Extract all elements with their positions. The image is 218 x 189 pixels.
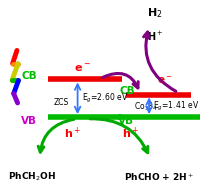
Text: E$_g$=1.41 eV: E$_g$=1.41 eV (153, 100, 200, 113)
Text: E$_g$=2.60 eV: E$_g$=2.60 eV (82, 92, 128, 105)
Text: h$^+$: h$^+$ (122, 125, 139, 141)
Text: VB: VB (21, 116, 37, 126)
Text: PhCH$_2$OH: PhCH$_2$OH (8, 171, 56, 183)
Text: CB: CB (21, 71, 37, 81)
Text: Co$_3$S$_4$: Co$_3$S$_4$ (134, 100, 158, 113)
Text: ZCS: ZCS (54, 98, 69, 107)
Text: CB: CB (120, 86, 135, 96)
Text: e$^-$: e$^-$ (73, 63, 90, 74)
Text: h$^+$: h$^+$ (64, 125, 81, 141)
Text: PhCHO + 2H$^+$: PhCHO + 2H$^+$ (124, 171, 194, 183)
Text: H$_2$: H$_2$ (147, 6, 162, 20)
Text: e$^-$: e$^-$ (157, 75, 173, 86)
Text: H$^+$: H$^+$ (147, 30, 164, 43)
Text: VB: VB (118, 116, 134, 126)
